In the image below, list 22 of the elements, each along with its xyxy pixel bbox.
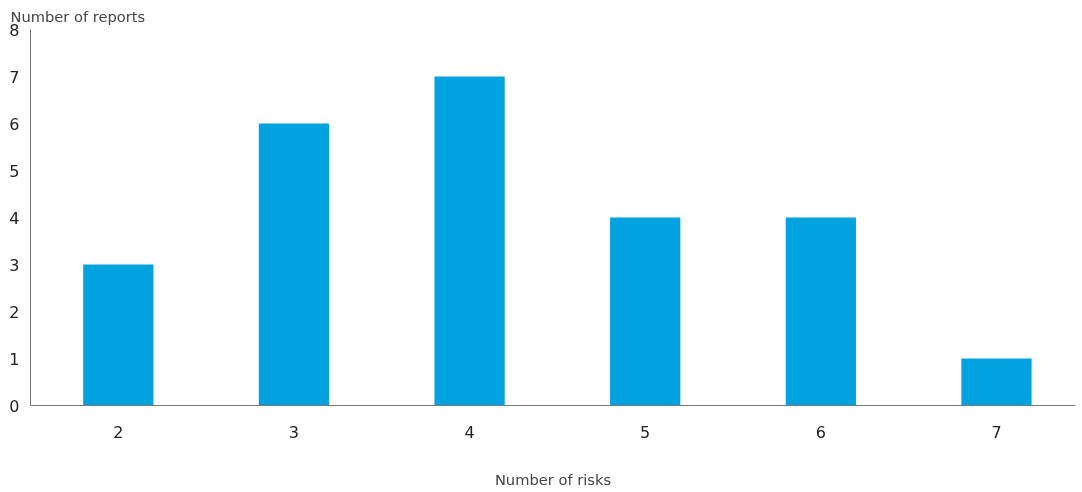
y-axis-title: Number of reports — [10, 7, 146, 25]
bar — [961, 358, 1032, 406]
y-tick-label: 7 — [9, 67, 20, 87]
x-tick-label: 2 — [113, 422, 124, 442]
y-tick-label: 3 — [9, 255, 20, 275]
y-tick-label: 0 — [9, 396, 20, 416]
bar — [258, 123, 330, 406]
x-tick-label: 3 — [288, 422, 300, 442]
y-tick-label: 4 — [9, 208, 20, 228]
y-tick-label: 1 — [9, 349, 20, 369]
y-tick-label: 6 — [9, 114, 20, 134]
x-tick-label: 4 — [464, 422, 475, 442]
bar — [610, 217, 681, 406]
x-axis-title: Number of risks — [494, 470, 612, 488]
y-tick-label: 5 — [9, 161, 20, 181]
x-tick-label: 5 — [640, 422, 651, 442]
y-tick-label: 2 — [9, 302, 20, 322]
bar — [785, 217, 856, 406]
x-tick-label: 6 — [815, 422, 826, 442]
bar — [434, 76, 505, 406]
x-tick-label: 7 — [991, 422, 1002, 442]
bar — [83, 264, 154, 406]
